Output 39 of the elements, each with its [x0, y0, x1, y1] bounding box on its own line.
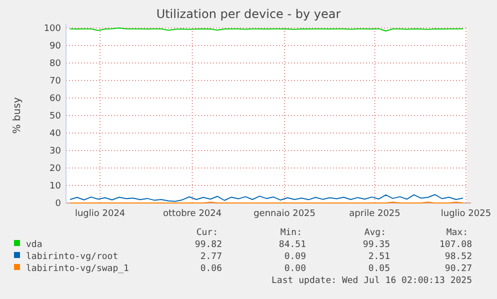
x-tick-label: luglio 2024: [74, 209, 126, 219]
legend-label: labirinto-vg/swap_1: [26, 264, 129, 274]
legend-label: labirinto-vg/root: [26, 252, 118, 262]
text: 99.82: [194, 240, 222, 250]
text: 84.51: [278, 240, 306, 250]
x-tick-label: ottobre 2024: [163, 209, 222, 219]
y-tick-label: 100: [44, 24, 62, 34]
text: Last update: Wed Jul 16 02:00:13 2025: [272, 276, 472, 286]
y-tick-label: 70: [50, 76, 62, 87]
text: Max:: [446, 228, 468, 238]
x-tick-label: luglio 2025: [440, 209, 492, 219]
text: 0.05: [368, 264, 390, 274]
y-axis-title: % busy: [12, 97, 23, 134]
text: 98.52: [444, 252, 472, 262]
text: Cur:: [196, 228, 218, 238]
y-tick-label: 0: [55, 199, 62, 210]
text: 90.27: [444, 264, 472, 274]
text: 2.77: [200, 252, 222, 262]
y-tick-label: 10: [50, 182, 62, 192]
text: 99.35: [362, 240, 390, 250]
x-tick-label: aprile 2025: [349, 209, 400, 219]
text: Avg:: [364, 228, 386, 238]
chart-title: Utilization per device - by year: [156, 7, 341, 21]
y-tick-label: 80: [50, 59, 62, 70]
y-tick-label: 60: [50, 94, 62, 104]
y-tick-label: 20: [50, 164, 62, 174]
legend-label: vda: [26, 240, 42, 250]
text: Min:: [280, 228, 302, 238]
y-tick-label: 50: [50, 112, 62, 122]
text: 107.08: [439, 240, 472, 250]
line-series: [70, 194, 464, 202]
text: 0.00: [284, 264, 306, 274]
y-tick-label: 90: [50, 42, 62, 52]
text: 0.06: [200, 264, 222, 274]
y-tick-label: 30: [50, 146, 62, 157]
text: 2.51: [368, 252, 390, 262]
text: 0.09: [284, 252, 306, 262]
x-tick-label: gennaio 2025: [254, 209, 316, 219]
y-tick-label: 40: [50, 129, 62, 140]
